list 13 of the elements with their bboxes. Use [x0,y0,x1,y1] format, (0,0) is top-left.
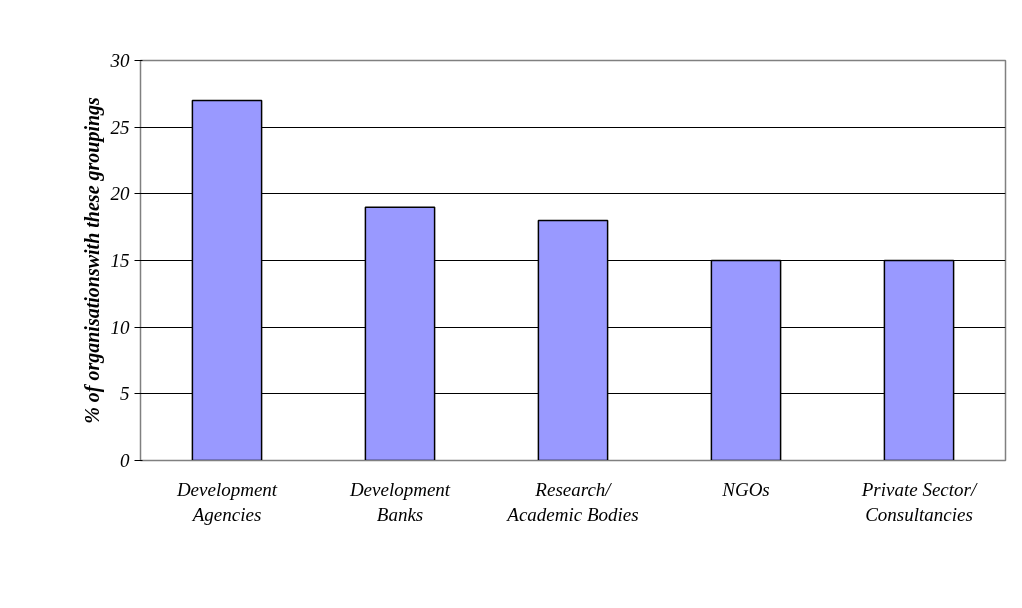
x-tick-label: Development Agencies [175,478,278,525]
y-tick-label: 30 [109,50,130,71]
x-tick-label: Development Banks [348,478,451,525]
y-tick-label: 10 [110,316,130,338]
y-axis-title: % of organisationswith these groupings [80,96,104,424]
y-tick-label: 25 [110,116,130,138]
x-tick-label: NGOs [721,478,770,500]
y-tick-label: 0 [120,450,130,471]
y-tick-label: 15 [110,250,130,271]
y-tick-label: 5 [120,383,130,405]
y-tick-label: 20 [110,183,130,205]
x-tick-label: Private Sector/ Consultancies [860,478,978,525]
x-tick-label: Research/ Academic Bodies [505,478,639,525]
